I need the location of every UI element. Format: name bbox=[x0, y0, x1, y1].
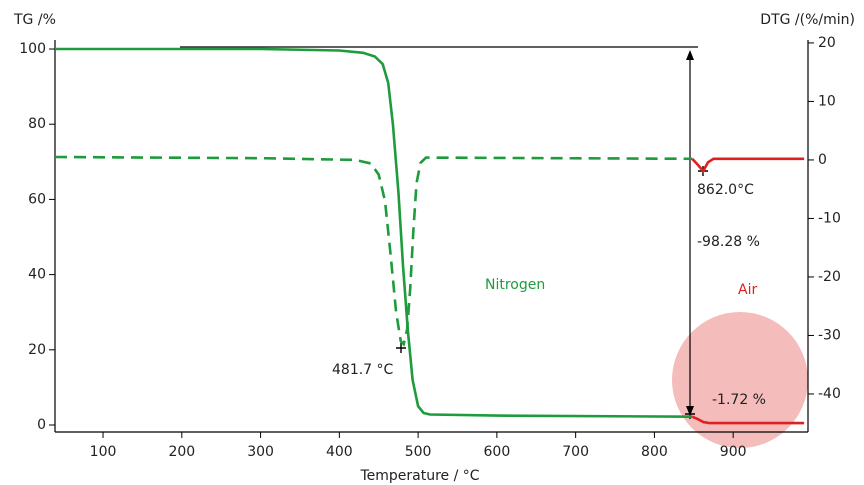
annotation: Air bbox=[738, 282, 757, 298]
x-tick-label: 600 bbox=[484, 444, 511, 460]
y-tick-label: 20 bbox=[28, 342, 46, 358]
x-tick-label: 100 bbox=[90, 444, 117, 460]
y2-tick-label: 20 bbox=[818, 35, 836, 51]
y-tick-label: 100 bbox=[19, 41, 46, 57]
series-line bbox=[691, 157, 805, 174]
annotation: 862.0°C bbox=[697, 182, 754, 198]
annotation: Nitrogen bbox=[485, 277, 545, 293]
y-tick-label: 40 bbox=[28, 267, 46, 283]
y-axis-title: TG /% bbox=[13, 12, 56, 28]
x-tick-label: 500 bbox=[405, 444, 432, 460]
x-tick-label: 200 bbox=[168, 444, 195, 460]
annotation: -98.28 % bbox=[697, 234, 760, 250]
x-tick-label: 400 bbox=[326, 444, 353, 460]
series-line bbox=[55, 47, 693, 418]
series-line bbox=[54, 155, 693, 347]
y-tick-label: 80 bbox=[28, 116, 46, 132]
highlight bbox=[672, 312, 808, 448]
x-tick-label: 700 bbox=[562, 444, 589, 460]
y2-axis-title: DTG /(%/min) bbox=[760, 12, 855, 28]
y-tick-label: 0 bbox=[37, 417, 46, 433]
y2-tick-label: -20 bbox=[818, 269, 841, 285]
y2-tick-label: 0 bbox=[818, 152, 827, 168]
y2-tick-label: -30 bbox=[818, 327, 841, 343]
series-line bbox=[691, 415, 805, 425]
y2-tick-label: -40 bbox=[818, 386, 841, 402]
annotation: -1.72 % bbox=[712, 392, 766, 408]
y2-tick-label: 10 bbox=[818, 93, 836, 109]
x-tick-label: 300 bbox=[247, 444, 274, 460]
annotation: 481.7 °C bbox=[332, 362, 394, 378]
y-tick-label: 60 bbox=[28, 191, 46, 207]
x-axis-title: Temperature / °C bbox=[359, 468, 479, 484]
x-tick-label: 900 bbox=[720, 444, 747, 460]
x-tick-label: 800 bbox=[641, 444, 668, 460]
y2-tick-label: -10 bbox=[818, 210, 841, 226]
peak-markers bbox=[396, 166, 708, 419]
